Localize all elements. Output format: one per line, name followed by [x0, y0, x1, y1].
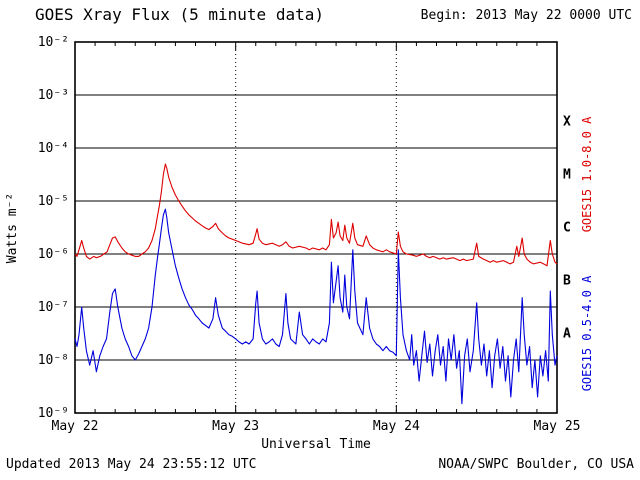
flare-class-label: B: [563, 274, 571, 289]
flare-class-label: X: [563, 115, 571, 130]
x-tick-label: May 24: [373, 419, 420, 434]
series-label-short-wavelength: GOES15 0.5-4.0 A: [580, 275, 594, 391]
page-title: GOES Xray Flux (5 minute data): [35, 5, 324, 24]
y-tick-label: 10⁻⁶: [38, 247, 69, 262]
data-source: NOAA/SWPC Boulder, CO USA: [438, 457, 634, 472]
flare-class-label: A: [563, 327, 571, 342]
y-axis-title: Watts m⁻²: [5, 193, 20, 263]
x-tick-label: May 22: [52, 419, 99, 434]
y-tick-label: 10⁻⁸: [38, 353, 69, 368]
begin-timestamp: Begin: 2013 May 22 0000 UTC: [421, 8, 632, 23]
updated-timestamp: Updated 2013 May 24 23:55:12 UTC: [6, 457, 256, 472]
series-line-long-wavelength: [74, 163, 558, 267]
x-tick-label: May 23: [212, 419, 259, 434]
y-tick-label: 10⁻⁴: [38, 141, 69, 156]
flare-class-label: C: [563, 221, 571, 236]
x-axis-title: Universal Time: [261, 437, 371, 452]
series-label-long-wavelength: GOES15 1.0-8.0 A: [580, 116, 594, 232]
series-line-short-wavelength: [74, 208, 558, 405]
plot-frame: [74, 41, 558, 414]
flare-class-label: M: [563, 168, 571, 183]
y-tick-label: 10⁻²: [38, 35, 69, 50]
y-tick-label: 10⁻⁵: [38, 194, 69, 209]
y-tick-label: 10⁻⁹: [38, 406, 69, 421]
y-tick-label: 10⁻³: [38, 88, 69, 103]
x-tick-label: May 25: [534, 419, 581, 434]
y-tick-label: 10⁻⁷: [38, 300, 69, 315]
